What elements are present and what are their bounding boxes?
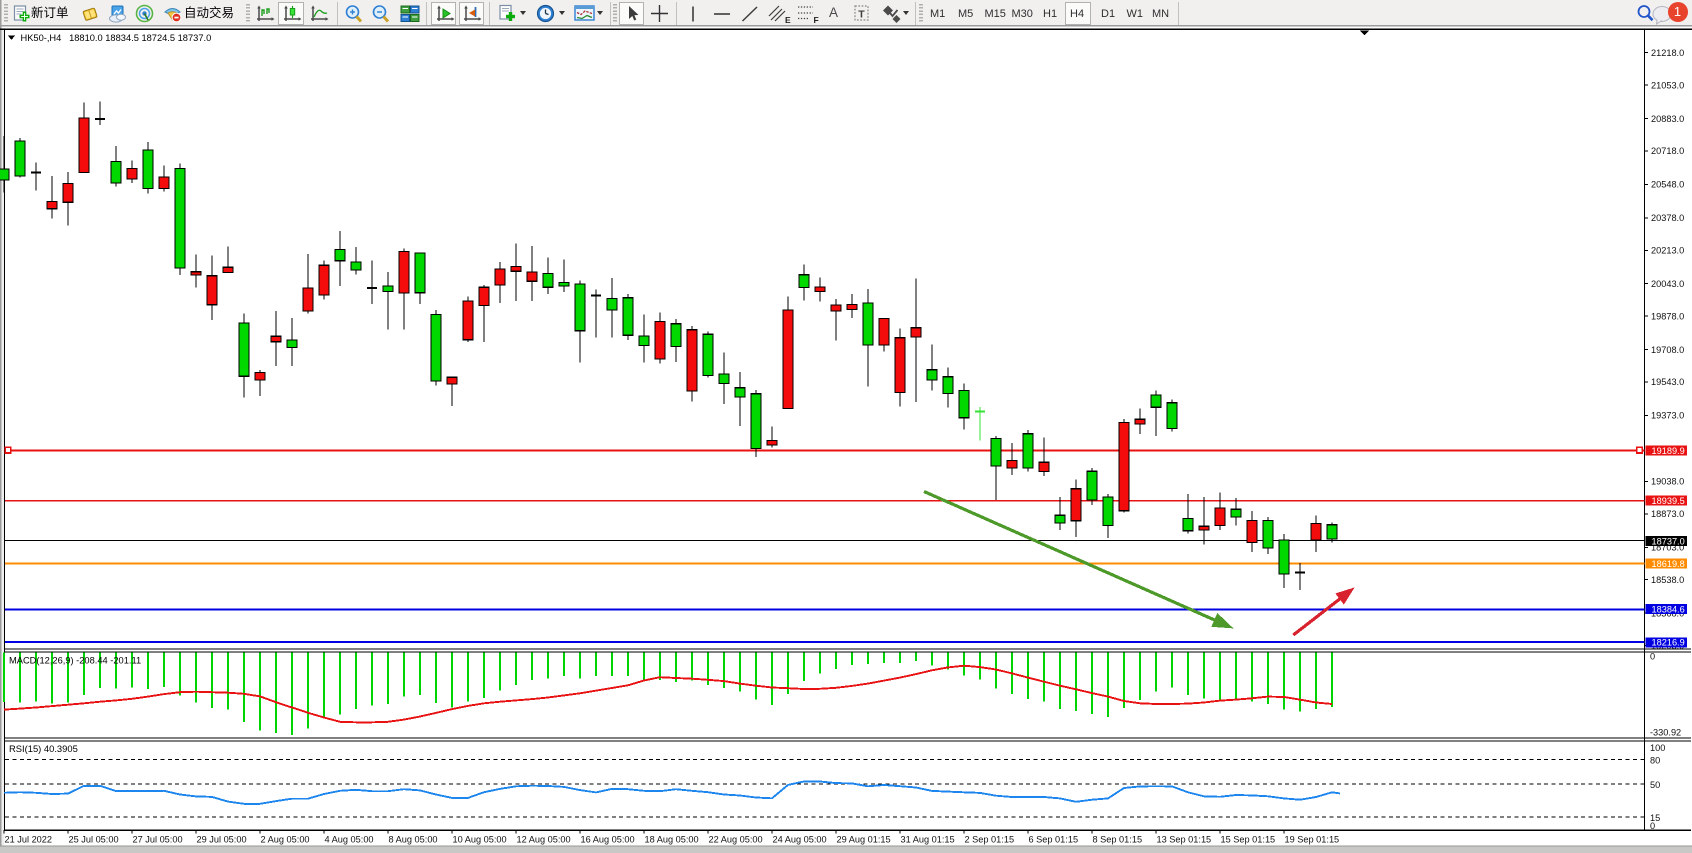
svg-text:100: 100 (1650, 743, 1665, 753)
svg-text:16 Aug 05:00: 16 Aug 05:00 (581, 834, 635, 844)
svg-text:18538.0: 18538.0 (1651, 575, 1684, 585)
svg-text:8 Aug 05:00: 8 Aug 05:00 (389, 834, 438, 844)
svg-text:0: 0 (1650, 652, 1655, 662)
svg-text:19 Sep 01:15: 19 Sep 01:15 (1285, 834, 1340, 844)
svg-text:27 Jul 05:00: 27 Jul 05:00 (133, 834, 183, 844)
svg-text:20548.0: 20548.0 (1651, 180, 1684, 190)
svg-text:18737.0: 18737.0 (1652, 536, 1685, 546)
svg-text:T: T (858, 9, 865, 21)
svg-text:29 Aug 01:15: 29 Aug 01:15 (837, 834, 891, 844)
svg-text:12 Aug 05:00: 12 Aug 05:00 (517, 834, 571, 844)
svg-text:E: E (785, 15, 791, 25)
svg-text:19543.0: 19543.0 (1651, 377, 1684, 387)
svg-text:HK50-,H4 18810.0 18834.5 187: HK50-,H4 18810.0 18834.5 18724.5 18737.0 (21, 33, 212, 43)
svg-text:RSI(15) 40.3905: RSI(15) 40.3905 (9, 743, 78, 754)
svg-text:-330.92: -330.92 (1650, 727, 1681, 737)
svg-text:18703.0: 18703.0 (1651, 543, 1684, 553)
svg-text:15 Sep 01:15: 15 Sep 01:15 (1221, 834, 1276, 844)
svg-text:21 Jul 2022: 21 Jul 2022 (5, 834, 53, 844)
svg-text:19708.0: 19708.0 (1651, 345, 1684, 355)
svg-text:80: 80 (1650, 755, 1660, 765)
svg-text:0: 0 (1650, 821, 1655, 831)
svg-text:18 Aug 05:00: 18 Aug 05:00 (645, 834, 699, 844)
svg-text:18384.6: 18384.6 (1652, 605, 1685, 615)
svg-text:18939.5: 18939.5 (1652, 496, 1685, 506)
svg-text:19038.0: 19038.0 (1651, 477, 1684, 487)
svg-text:25 Jul 05:00: 25 Jul 05:00 (69, 834, 119, 844)
svg-text:19189.9: 19189.9 (1652, 446, 1685, 456)
svg-text:2 Sep 01:15: 2 Sep 01:15 (965, 834, 1015, 844)
svg-text:22 Aug 05:00: 22 Aug 05:00 (709, 834, 763, 844)
svg-text:31 Aug 01:15: 31 Aug 01:15 (901, 834, 955, 844)
svg-text:15: 15 (1650, 813, 1660, 823)
svg-text:18216.9: 18216.9 (1652, 638, 1685, 648)
svg-text:20883.0: 20883.0 (1651, 114, 1684, 124)
svg-text:20718.0: 20718.0 (1651, 146, 1684, 156)
svg-text:24 Aug 05:00: 24 Aug 05:00 (773, 834, 827, 844)
svg-text:29 Jul 05:00: 29 Jul 05:00 (197, 834, 247, 844)
svg-text:21218.0: 21218.0 (1651, 48, 1684, 58)
svg-text:13 Sep 01:15: 13 Sep 01:15 (1157, 834, 1212, 844)
svg-text:20043.0: 20043.0 (1651, 279, 1684, 289)
svg-text:19878.0: 19878.0 (1651, 311, 1684, 321)
svg-text:50: 50 (1650, 780, 1660, 790)
svg-text:20213.0: 20213.0 (1651, 246, 1684, 256)
svg-text:4 Aug 05:00: 4 Aug 05:00 (325, 834, 374, 844)
svg-text:8 Sep 01:15: 8 Sep 01:15 (1093, 834, 1143, 844)
svg-text:18619.8: 18619.8 (1652, 559, 1685, 569)
svg-text:10 Aug 05:00: 10 Aug 05:00 (453, 834, 507, 844)
svg-text:19373.0: 19373.0 (1651, 411, 1684, 421)
svg-text:6 Sep 01:15: 6 Sep 01:15 (1029, 834, 1079, 844)
svg-text:MACD(12,26,9) -208.44 -201.11: MACD(12,26,9) -208.44 -201.11 (9, 656, 141, 666)
svg-text:18873.0: 18873.0 (1651, 509, 1684, 519)
svg-text:20378.0: 20378.0 (1651, 213, 1684, 223)
svg-text:21053.0: 21053.0 (1651, 80, 1684, 90)
svg-text:F: F (814, 15, 819, 25)
svg-text:2 Aug 05:00: 2 Aug 05:00 (261, 834, 310, 844)
